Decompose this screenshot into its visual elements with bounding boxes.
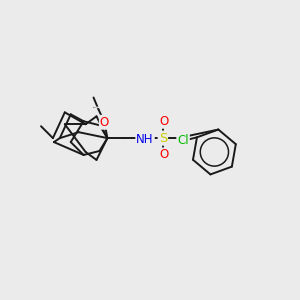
Text: O: O [100,116,109,129]
Text: Cl: Cl [177,134,189,147]
Text: O: O [159,148,169,161]
Text: NH: NH [136,133,154,146]
Text: methoxy: methoxy [93,107,100,108]
Text: O: O [159,115,169,128]
Text: S: S [159,132,167,145]
